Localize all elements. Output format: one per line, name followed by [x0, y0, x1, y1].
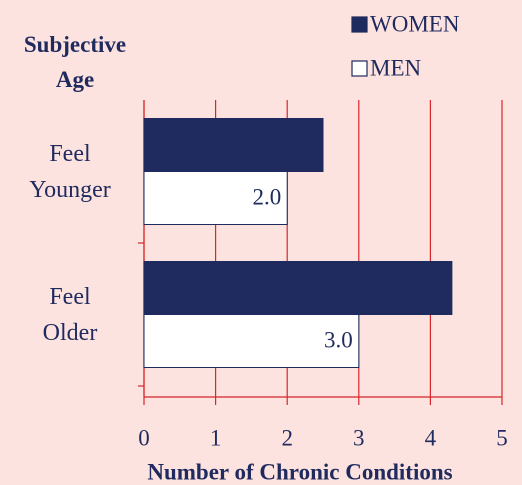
x-tick-label: 4	[425, 425, 437, 450]
x-axis-label: Number of Chronic Conditions	[147, 459, 452, 484]
value-label: 2.5	[288, 131, 317, 156]
x-tick-label: 1	[210, 425, 222, 450]
x-tick-label: 5	[496, 425, 508, 450]
value-label: 4.3	[417, 274, 446, 299]
y-tick-label: Feel Older	[42, 283, 98, 346]
x-tick-label: 0	[138, 425, 150, 450]
bar	[143, 118, 324, 172]
x-tick-label: 3	[353, 425, 365, 450]
value-label: 3.0	[324, 327, 353, 352]
legend-swatch	[351, 60, 368, 77]
chart-title: Subjective Age	[23, 32, 127, 92]
legend-label: WOMEN	[370, 11, 460, 36]
legend-swatch	[351, 16, 368, 33]
bar	[143, 314, 360, 368]
value-label: 2.0	[252, 184, 281, 209]
legend-label: MEN	[370, 55, 422, 80]
bar	[143, 261, 453, 315]
y-tick-label: Feel Younger	[29, 140, 111, 203]
bar	[143, 171, 288, 225]
x-tick-label: 2	[281, 425, 293, 450]
